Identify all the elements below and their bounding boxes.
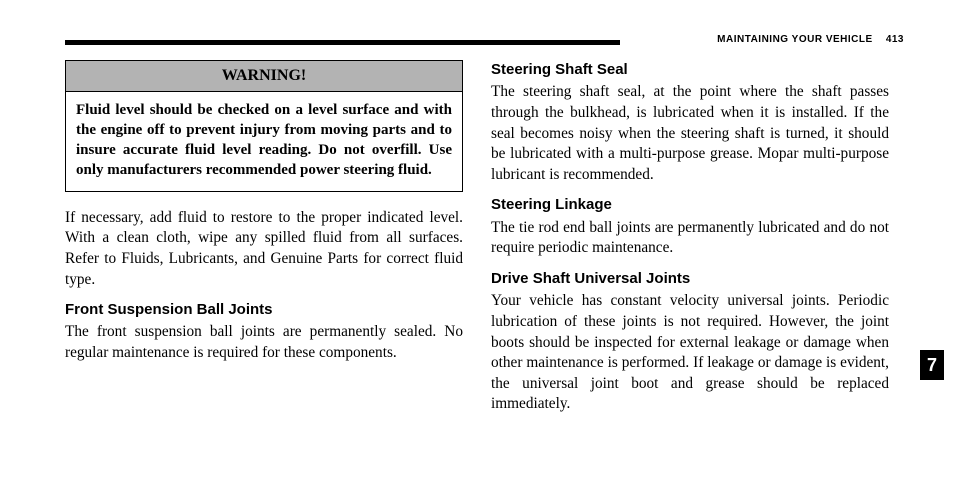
left-column: WARNING! Fluid level should be checked o… — [65, 60, 463, 425]
section-tab-number: 7 — [927, 355, 937, 376]
page-number: 413 — [886, 34, 904, 45]
body-paragraph: If necessary, add fluid to restore to th… — [65, 208, 463, 291]
subheading-steering-shaft-seal: Steering Shaft Seal — [491, 60, 889, 80]
content-area: WARNING! Fluid level should be checked o… — [65, 60, 889, 425]
right-column: Steering Shaft Seal The steering shaft s… — [491, 60, 889, 425]
warning-box: WARNING! Fluid level should be checked o… — [65, 60, 463, 192]
body-paragraph: The tie rod end ball joints are permanen… — [491, 218, 889, 259]
header-rule — [65, 40, 620, 45]
section-title: MAINTAINING YOUR VEHICLE — [717, 34, 873, 45]
section-tab: 7 — [920, 350, 944, 380]
subheading-steering-linkage: Steering Linkage — [491, 195, 889, 215]
warning-body: Fluid level should be checked on a level… — [66, 92, 462, 191]
body-paragraph: Your vehicle has constant velocity unive… — [491, 291, 889, 415]
subheading-drive-shaft: Drive Shaft Universal Joints — [491, 269, 889, 289]
running-header: MAINTAINING YOUR VEHICLE 413 — [717, 34, 904, 45]
subheading-front-suspension: Front Suspension Ball Joints — [65, 300, 463, 320]
body-paragraph: The steering shaft seal, at the point wh… — [491, 82, 889, 185]
warning-title: WARNING! — [66, 61, 462, 92]
manual-page: MAINTAINING YOUR VEHICLE 413 WARNING! Fl… — [0, 0, 954, 500]
body-paragraph: The front suspension ball joints are per… — [65, 322, 463, 363]
